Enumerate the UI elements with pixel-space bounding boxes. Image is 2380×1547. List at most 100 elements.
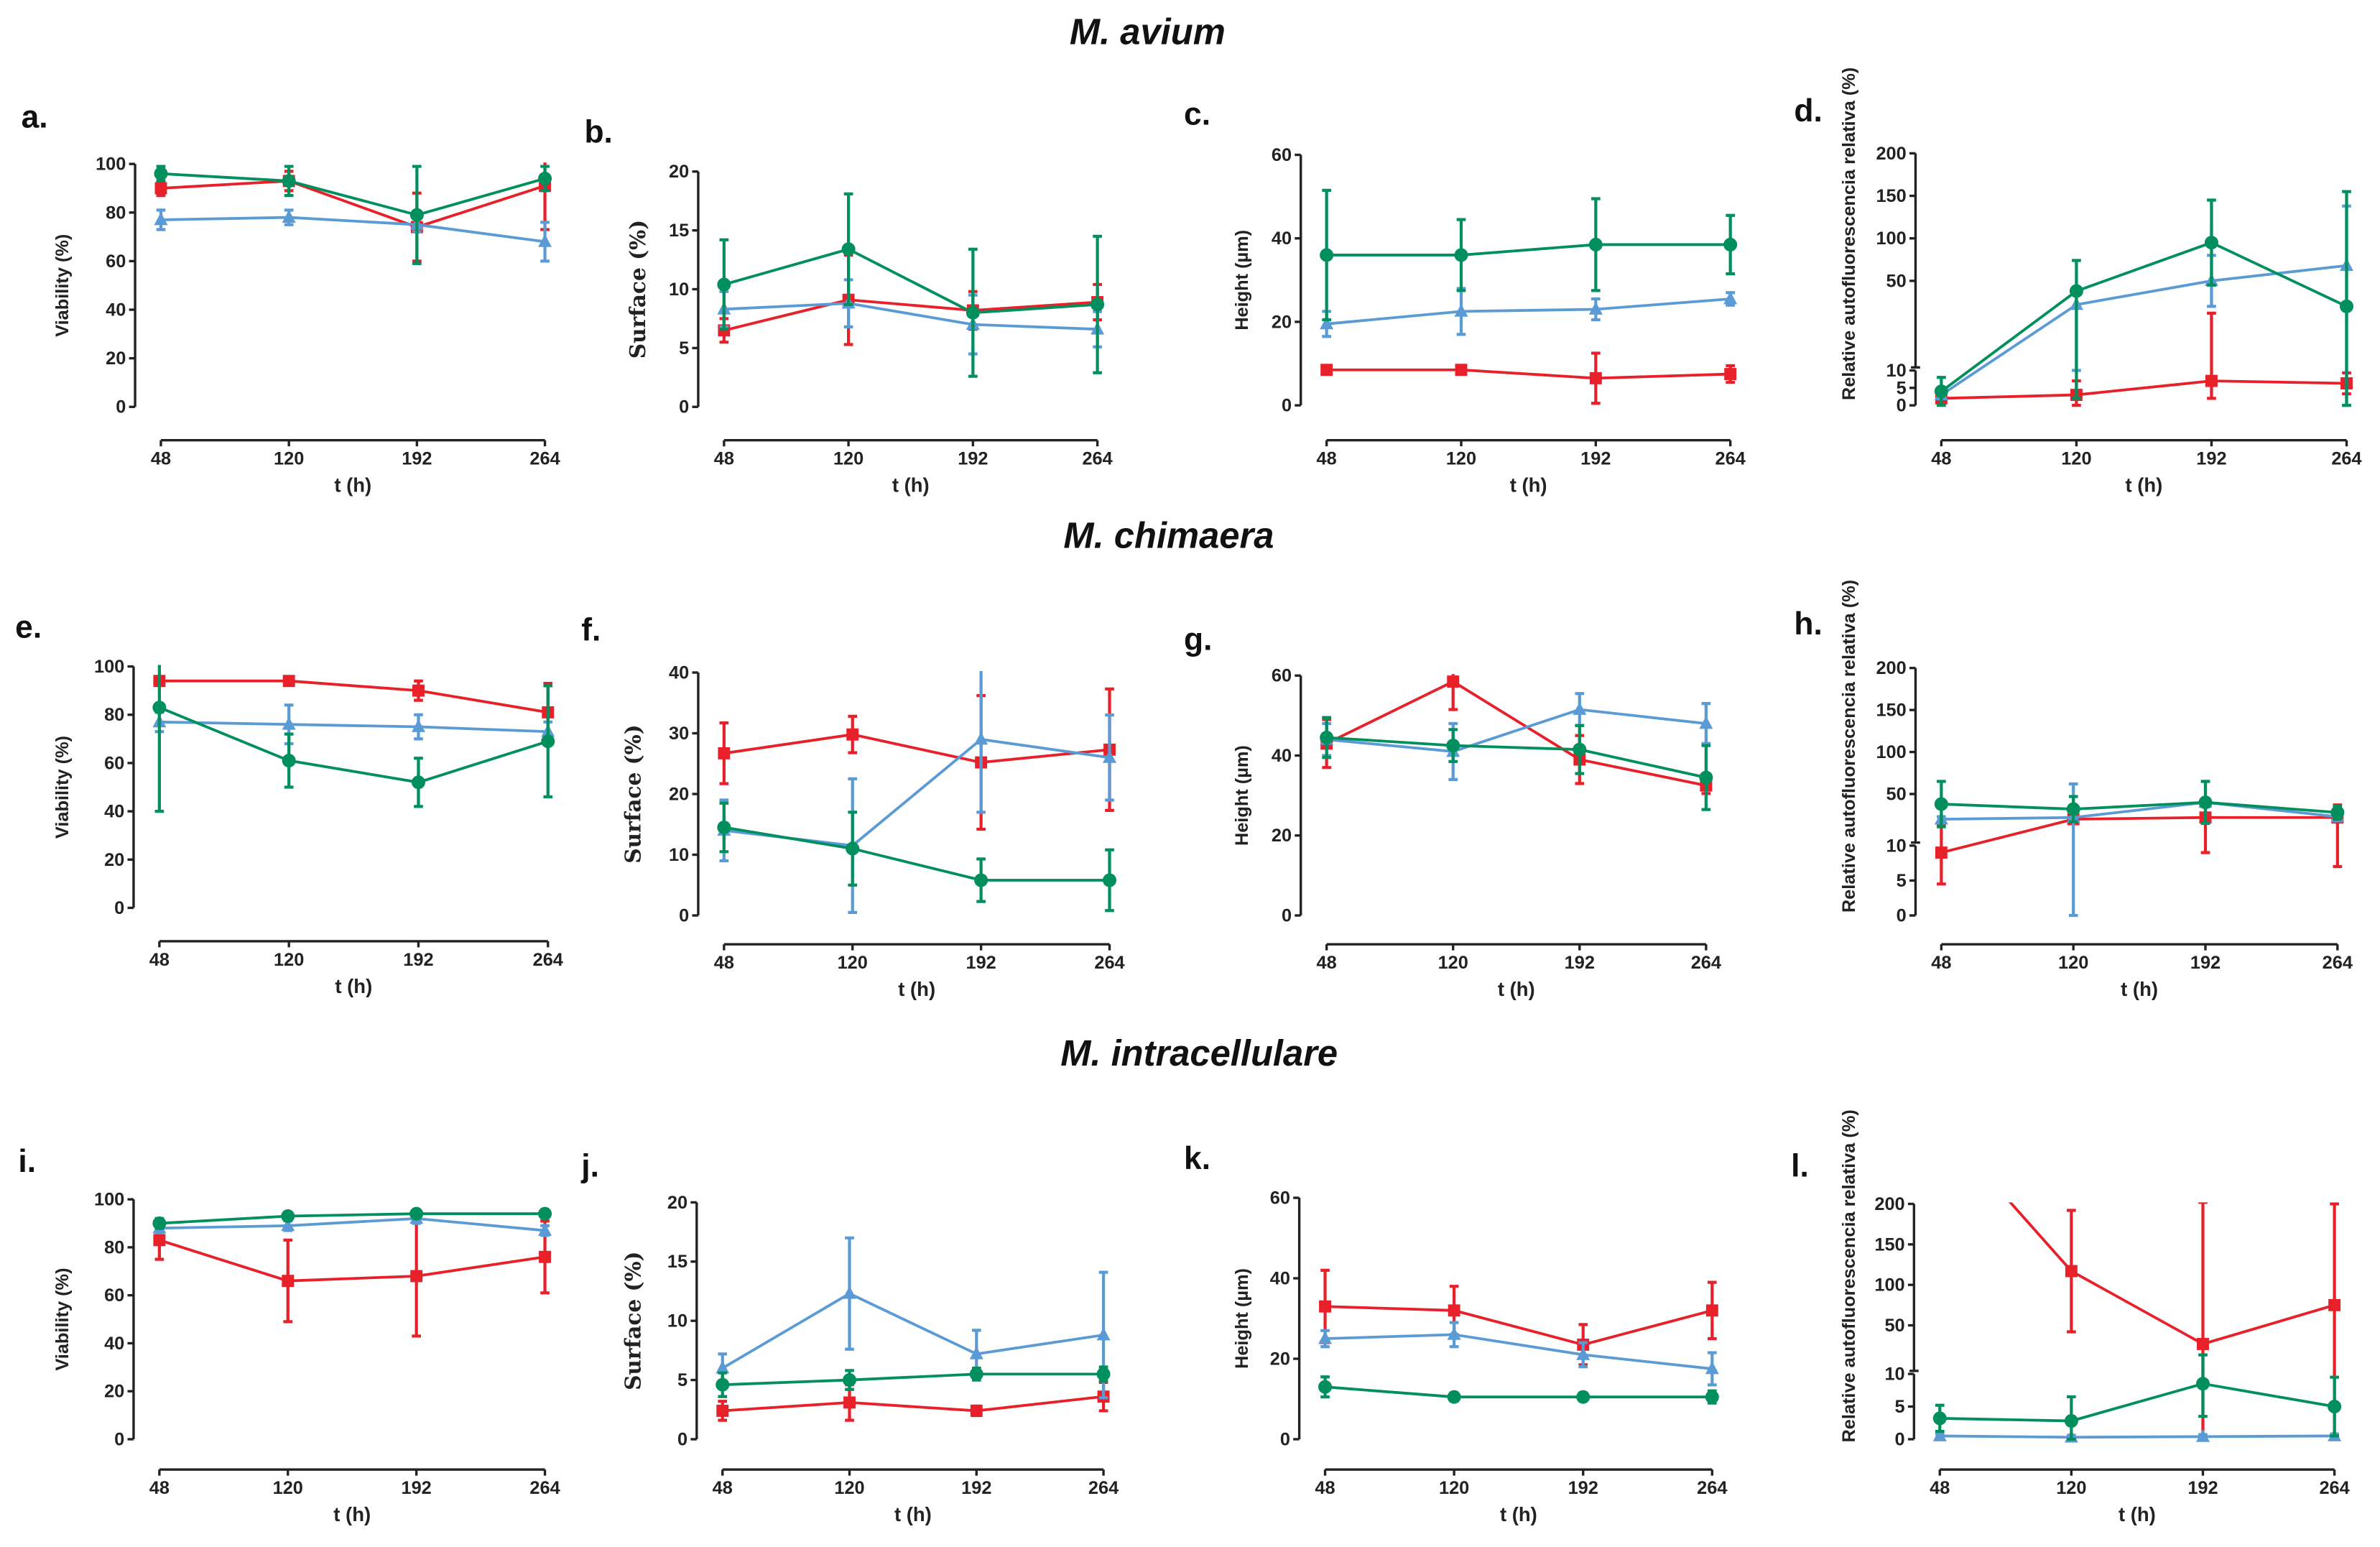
- y-tick-label: 80: [104, 1237, 124, 1257]
- panel-label: a.: [22, 99, 48, 134]
- data-point-triangle: [1320, 316, 1334, 330]
- y-tick-label: 40: [1272, 228, 1292, 249]
- panel-label: c.: [1184, 96, 1210, 131]
- data-point-circle: [1318, 1380, 1333, 1394]
- data-point-circle: [2330, 805, 2345, 820]
- y-tick-label: 0: [1282, 396, 1292, 416]
- data-point-triangle: [154, 212, 168, 226]
- series-red: [153, 1214, 551, 1338]
- x-tick-label: 264: [2319, 1478, 2349, 1498]
- data-point-square: [410, 1270, 423, 1283]
- data-point-circle: [152, 701, 167, 715]
- data-point-circle: [1573, 742, 1587, 757]
- data-point-circle: [2204, 236, 2218, 250]
- y-tick-label: 5: [679, 338, 689, 359]
- series-green: [1934, 190, 2354, 407]
- series-red: [1320, 351, 1737, 405]
- data-point-circle: [1091, 297, 1105, 312]
- data-point-circle: [1934, 384, 1948, 399]
- series-blue: [1932, 1428, 2342, 1443]
- x-tick-label: 48: [714, 953, 734, 973]
- y-tick-label: 5: [1895, 1397, 1905, 1417]
- data-point-circle: [152, 1216, 167, 1231]
- panel-label: l.: [1791, 1148, 1809, 1183]
- y-tick-label: 0: [116, 397, 126, 417]
- series-line-red: [1325, 1305, 1713, 1347]
- y-axis-label: Relative autofluorescencia relativa (%): [1839, 580, 1859, 913]
- y-tick-label: 20: [1270, 1349, 1290, 1369]
- x-tick-label: 120: [1439, 1478, 1469, 1498]
- title-m-chimaera: M. chimaera: [1063, 515, 1274, 556]
- series-green: [152, 1206, 552, 1231]
- data-point-circle: [282, 754, 296, 768]
- data-point-circle: [1699, 770, 1713, 785]
- series-red: [2008, 1202, 2341, 1441]
- panel-b: b. 0 5 10 15 20 Surface (%) 48 120 192 264 t (h): [584, 115, 1112, 497]
- y-axis-label: Relative autofluorescencia relativa (%): [1839, 1109, 1859, 1442]
- x-tick-label: 192: [961, 1478, 991, 1498]
- x-axis-label: t (h): [1500, 1503, 1537, 1525]
- series-line-green: [1326, 243, 1731, 257]
- series-green: [1320, 716, 1713, 811]
- data-point-square: [843, 1396, 856, 1409]
- panel-l: l. 50 100 150 200 0 5 10 Relative autofluorescen…: [1791, 1109, 2350, 1525]
- y-tick-label: 40: [669, 662, 689, 683]
- data-point-circle: [282, 174, 296, 188]
- series-line-blue: [1326, 708, 1707, 753]
- series-line-green: [1326, 736, 1707, 779]
- y-tick-label: 40: [1272, 746, 1292, 766]
- data-point-circle: [843, 1373, 857, 1387]
- series-line-red: [723, 298, 1098, 332]
- data-point-circle: [1320, 730, 1334, 744]
- data-point-circle: [974, 873, 988, 887]
- data-point-circle: [1103, 873, 1117, 887]
- y-tick-label: 40: [106, 300, 126, 320]
- x-tick-label: 264: [1691, 953, 1721, 973]
- y-tick-label: 0: [1282, 906, 1292, 926]
- y-tick-label: 50: [1886, 271, 1907, 291]
- x-tick-label: 264: [533, 950, 563, 970]
- panel-label: e.: [15, 609, 42, 645]
- series-red: [1935, 803, 2344, 886]
- x-axis-label: t (h): [2119, 1503, 2156, 1525]
- data-point-circle: [2064, 1414, 2078, 1428]
- data-point-circle: [538, 171, 552, 185]
- series-line-green: [1940, 1382, 2335, 1423]
- x-tick-label: 120: [1446, 449, 1476, 469]
- y-tick-label: 20: [1272, 312, 1292, 332]
- x-tick-label: 264: [529, 1478, 560, 1498]
- data-point-triangle: [282, 716, 296, 730]
- y-tick-label: 80: [106, 203, 126, 223]
- y-tick-label: 100: [1874, 1275, 1904, 1296]
- x-tick-label: 192: [2196, 449, 2226, 469]
- y-tick-label: 0: [1895, 1429, 1905, 1449]
- panel-i: i. 0 20 40 60 80 100 Viability (%) 48 120 192 264 t …: [18, 1144, 560, 1525]
- x-tick-label: 120: [833, 449, 863, 469]
- panel-e: e. 0 20 40 60 80 100 Viability (%) 48 120 192 264 t …: [15, 609, 563, 997]
- data-point-triangle: [1932, 1428, 1947, 1441]
- panel-h: h. 50 100 150 200 0 5 10 Relative autofluorescen…: [1794, 580, 2353, 1000]
- series-line-green: [159, 1212, 545, 1225]
- data-point-circle: [1723, 237, 1738, 251]
- data-point-circle: [841, 242, 856, 257]
- x-tick-label: 264: [1082, 449, 1112, 469]
- data-point-circle: [716, 1377, 730, 1392]
- x-tick-label: 264: [2331, 449, 2361, 469]
- data-point-square: [154, 182, 167, 195]
- data-point-circle: [846, 841, 860, 856]
- data-point-square: [2197, 1337, 2209, 1350]
- x-tick-label: 192: [401, 1478, 431, 1498]
- data-point-square: [716, 1404, 729, 1417]
- y-tick-label: 20: [667, 1193, 687, 1213]
- x-tick-label: 192: [403, 950, 433, 970]
- series-line-blue: [1326, 297, 1731, 325]
- series-line-red: [1941, 379, 2347, 400]
- x-tick-label: 48: [149, 1478, 170, 1498]
- y-tick-label: 5: [1897, 871, 1907, 891]
- data-point-square: [1448, 1304, 1460, 1317]
- panel-f: f. 0 10 20 30 40 Surface (%) 48 120 192 264 t (h): [581, 613, 1124, 1000]
- data-point-square: [1724, 368, 1737, 381]
- panel-c: c. 0 20 40 60 Height (µm) 48 120 192 264 t (h): [1184, 96, 1746, 496]
- data-point-circle: [969, 1367, 983, 1381]
